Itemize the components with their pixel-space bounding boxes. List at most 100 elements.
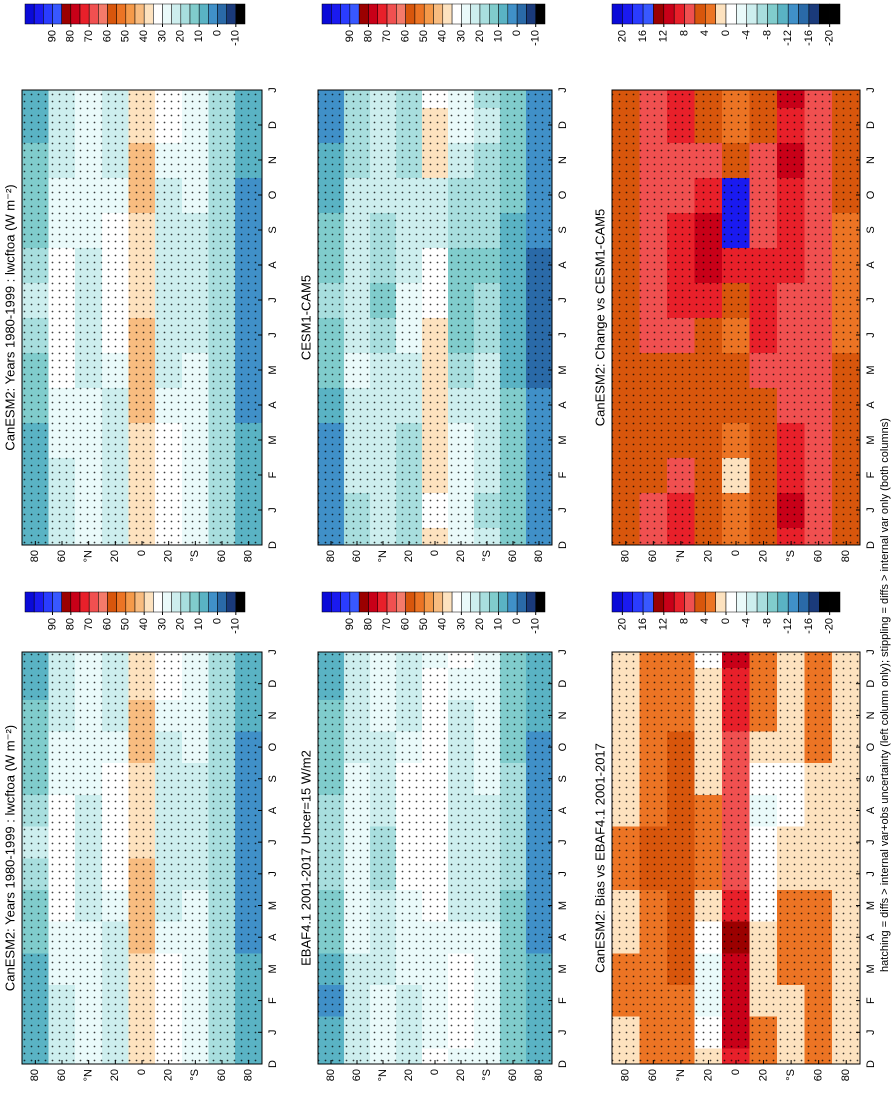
caption: hatching = diffs > internal var+obs unce… (879, 418, 891, 972)
colorbar-box (235, 591, 246, 613)
colorbar-label: 0 (211, 30, 223, 36)
colorbar-label: 40 (437, 30, 449, 42)
colorbar-box (535, 3, 546, 25)
month-label: F (865, 471, 877, 478)
colorbar-box (134, 3, 145, 25)
colorbar-box (808, 591, 820, 613)
colorbar-label: 60 (400, 30, 412, 42)
month-label: D (557, 541, 569, 549)
month-label: M (865, 435, 877, 444)
colorbar-box (414, 591, 425, 613)
lat-label: °S (481, 1069, 493, 1081)
colorbar-box (226, 591, 237, 613)
month-label: J (865, 87, 877, 93)
month-label: J (557, 871, 569, 877)
colorbar-box (736, 591, 747, 613)
colorbar-box (189, 3, 200, 25)
stippling (612, 652, 860, 1064)
colorbar-label: 8 (678, 618, 690, 624)
colorbar-box (798, 591, 810, 613)
colorbar-box (829, 3, 841, 25)
lat-label: 80 (533, 1069, 545, 1081)
month-label: J (865, 649, 877, 655)
colorbar-box (88, 591, 99, 613)
colorbar-box (777, 3, 789, 25)
colorbar-box (43, 591, 53, 613)
lat-label: °N (83, 1069, 95, 1081)
colorbar-label: -12 (782, 30, 794, 46)
colorbar-label: -20 (824, 30, 836, 46)
colorbar-label: -8 (761, 30, 773, 40)
colorbar-box (61, 591, 72, 613)
month-label: O (557, 742, 569, 751)
colorbar-box (507, 3, 518, 25)
colorbar-box (396, 3, 406, 25)
colorbar-box (33, 591, 44, 613)
month-label: S (865, 775, 877, 782)
colorbar-box (198, 591, 209, 613)
month-label: F (865, 997, 877, 1004)
colorbar-box (498, 3, 509, 25)
colorbar-box (787, 591, 799, 613)
colorbar-box (61, 3, 72, 25)
colorbar-label: -4 (741, 30, 753, 40)
colorbar-label: 20 (175, 30, 187, 42)
colorbar-box (217, 3, 227, 25)
colorbar-box (358, 591, 369, 613)
colorbar-box (116, 3, 127, 25)
panel-title: CESM1-CAM5 (298, 275, 313, 360)
colorbar-box (725, 3, 737, 25)
month-label: J (865, 297, 877, 303)
month-label: A (267, 933, 279, 941)
colorbar-label: 90 (46, 30, 58, 42)
colorbar-box (171, 3, 182, 25)
colorbar-label: -12 (782, 618, 794, 634)
lat-label: 80 (533, 550, 545, 562)
colorbar-label: 60 (101, 618, 113, 630)
colorbar-box (705, 3, 716, 25)
colorbar-box (405, 591, 416, 613)
lat-label: 20 (403, 1069, 415, 1081)
colorbar-box (70, 3, 81, 25)
month-label: N (865, 156, 877, 164)
lat-label: 60 (351, 1069, 363, 1081)
colorbar-label: 16 (637, 618, 649, 630)
lat-label: 20 (403, 550, 415, 562)
colorbar-box (226, 3, 237, 25)
colorbar-box (116, 591, 127, 613)
month-label: M (267, 964, 279, 973)
month-label: A (865, 806, 877, 814)
month-label: S (267, 775, 279, 782)
stippling (318, 90, 552, 545)
month-label: M (557, 365, 569, 374)
colorbar-label: 30 (156, 30, 168, 42)
month-label: M (865, 365, 877, 374)
colorbar-box (368, 3, 379, 25)
month-label: D (557, 121, 569, 129)
colorbar-label: -10 (230, 618, 242, 634)
colorbar-box (208, 3, 218, 25)
month-label: O (557, 190, 569, 199)
lat-label: 60 (56, 1069, 68, 1081)
colorbar-box (725, 591, 737, 613)
colorbar-box (386, 3, 397, 25)
month-label: J (865, 507, 877, 513)
colorbar-box (70, 591, 81, 613)
lat-label: 60 (216, 550, 228, 562)
colorbar-label: 50 (120, 30, 132, 42)
lat-label: 20 (109, 1069, 121, 1081)
colorbar-box (819, 591, 830, 613)
colorbar-box (756, 591, 768, 613)
month-label: N (865, 711, 877, 719)
colorbar-box (433, 3, 444, 25)
month-label: M (267, 435, 279, 444)
month-label: J (267, 332, 279, 338)
lat-label: 80 (325, 1069, 337, 1081)
colorbar-label: 80 (362, 30, 374, 42)
colorbar-box (180, 3, 191, 25)
colorbar-box (622, 591, 633, 613)
colorbar-label: 50 (418, 30, 430, 42)
lat-label: 80 (620, 550, 632, 562)
month-label: J (267, 839, 279, 845)
month-label: A (865, 401, 877, 409)
